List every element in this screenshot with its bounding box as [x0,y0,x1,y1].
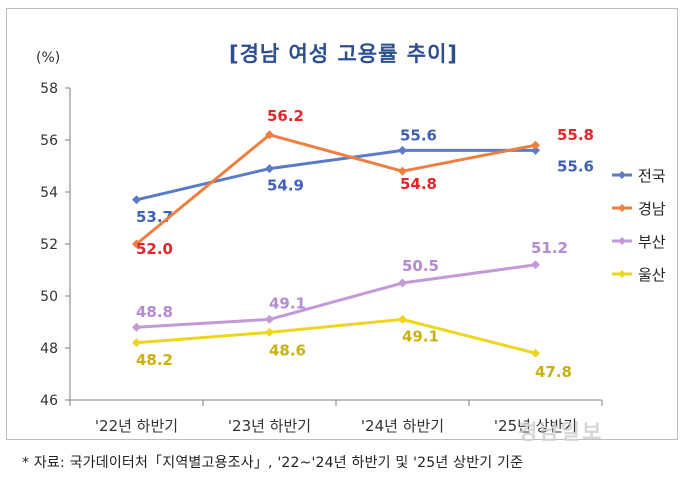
data-point-marker [398,145,407,155]
source-note: * 자료: 국가데이터처「지역별고용조사」, '22~'24년 하반기 및 '2… [22,455,524,471]
legend-label: 울산 [638,266,666,284]
y-tick-label: 58 [40,81,58,97]
data-label: 50.5 [402,257,439,275]
data-label: 51.2 [531,239,568,257]
data-point-marker [531,140,540,150]
data-label: 48.8 [136,303,173,321]
data-label: 47.8 [535,363,572,381]
data-label: 55.8 [557,126,594,144]
y-tick-label: 46 [40,393,58,409]
data-point-marker [531,145,540,155]
data-point-marker [398,166,407,176]
data-point-marker [132,322,141,332]
y-tick-label: 52 [40,237,58,253]
data-point-marker [265,164,274,174]
data-label: 48.2 [136,351,173,369]
legend-label: 부산 [638,233,666,251]
data-point-marker [531,260,540,270]
data-point-marker [132,338,141,348]
data-point-marker [265,130,274,140]
data-point-marker [398,314,407,324]
chart-frame [6,8,678,440]
data-label: 55.6 [400,126,437,144]
legend-marker [618,237,626,245]
data-point-marker [132,195,141,205]
y-tick-label: 54 [40,185,58,201]
data-label: 49.1 [269,294,306,312]
legend-marker [618,204,626,212]
series-line-울산 [135,317,537,355]
legend-label: 전국 [638,167,666,185]
legend-marker [618,270,626,278]
y-tick-label: 50 [40,289,58,305]
data-label: 55.6 [557,157,594,175]
x-tick-label: '24년 하반기 [361,417,444,435]
y-axis-unit-label: (%) [36,50,61,66]
data-label: 49.1 [402,327,439,345]
x-tick-label: '22년 하반기 [95,417,178,435]
x-tick-label: '23년 하반기 [228,417,311,435]
y-tick-label: 56 [40,133,58,149]
legend-label: 경남 [638,200,666,218]
data-point-marker [265,314,274,324]
data-label: 56.2 [267,107,304,125]
x-tick-label: '25년 상반기 [494,417,577,435]
series-line-전국 [135,148,537,202]
legend-marker [618,171,626,179]
data-label: 48.6 [269,341,306,359]
y-tick-label: 48 [40,341,58,357]
data-point-marker [132,239,141,249]
watermark-logo: 경남일보 [518,420,604,444]
data-point-marker [265,327,274,337]
data-label: 54.8 [400,175,437,193]
series-line-경남 [135,133,537,246]
data-point-marker [531,348,540,358]
data-point-marker [398,278,407,288]
series-line-부산 [135,263,537,329]
data-label: 54.9 [267,177,304,195]
data-label: 52.0 [136,240,173,258]
chart-title: [경남 여성 고용률 추이] [228,42,458,66]
